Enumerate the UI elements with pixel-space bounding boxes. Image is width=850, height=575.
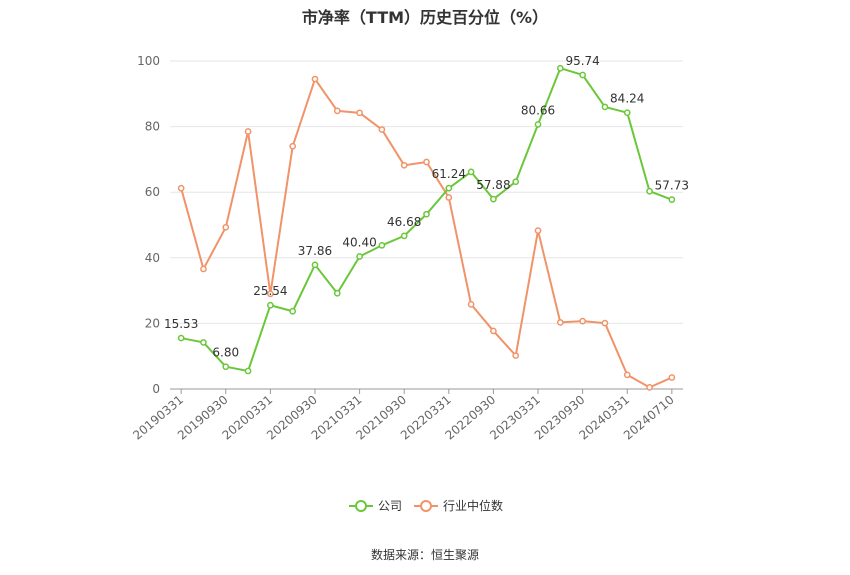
data-label: 57.73: [655, 179, 689, 193]
data-point: [423, 210, 430, 218]
series-line-0: [180, 67, 673, 372]
data-point: [400, 161, 408, 169]
data-point: [200, 265, 207, 273]
data-point: [556, 64, 564, 72]
data-label: 61.24: [432, 167, 466, 181]
data-point: [222, 363, 230, 371]
data-point: [400, 232, 408, 240]
data-point: [490, 195, 497, 203]
data-point: [534, 227, 542, 234]
data-point: [467, 168, 475, 176]
data-point: [267, 290, 274, 298]
data-point: [244, 128, 252, 135]
y-tick-label: 60: [145, 185, 160, 199]
data-label: 95.74: [565, 54, 599, 68]
data-point: [445, 194, 453, 201]
data-label: 6.80: [212, 346, 239, 360]
data-point: [378, 126, 386, 133]
data-point: [579, 71, 586, 79]
data-point: [623, 371, 631, 379]
data-label: 37.86: [298, 244, 332, 258]
data-label: 15.53: [164, 317, 198, 331]
data-point: [378, 241, 386, 249]
data-point: [267, 301, 274, 309]
data-point: [490, 327, 497, 335]
y-tick-label: 80: [145, 120, 160, 134]
data-point: [200, 339, 207, 346]
data-label: 80.66: [521, 103, 555, 117]
data-point: [646, 384, 653, 391]
data-point: [333, 289, 341, 297]
data-point: [289, 142, 297, 150]
data-label: 46.68: [387, 215, 421, 229]
y-tick-label: 100: [137, 54, 160, 68]
data-point: [512, 178, 520, 186]
legend-marker: [420, 500, 432, 512]
data-point: [467, 301, 475, 308]
data-point: [512, 352, 520, 359]
data-point: [222, 223, 230, 231]
data-point: [333, 107, 341, 115]
y-tick-label: 0: [152, 382, 160, 396]
data-source: 数据来源：恒生聚源: [370, 548, 479, 562]
data-point: [534, 121, 542, 128]
legend-label: 公司: [378, 499, 402, 513]
data-point: [601, 319, 609, 327]
data-point: [356, 253, 363, 260]
data-point: [579, 317, 586, 325]
y-tick-label: 20: [145, 316, 160, 330]
data-label: 25.54: [253, 284, 287, 298]
chart-title: 市净率（TTM）历史百分位（%）: [301, 8, 549, 27]
data-point: [311, 75, 319, 83]
data-point: [601, 103, 609, 111]
data-point: [623, 109, 631, 117]
data-point: [668, 196, 676, 203]
legend-label: 行业中位数: [443, 498, 503, 513]
data-point: [445, 184, 453, 192]
line-chart: 0204060801002019033120190930202003312020…: [130, 54, 689, 513]
data-point: [646, 187, 653, 195]
data-label: 57.88: [476, 178, 510, 192]
data-point: [668, 374, 676, 381]
data-point: [556, 319, 564, 326]
series-line-1: [180, 78, 673, 389]
data-point: [311, 261, 319, 269]
data-point: [177, 334, 185, 342]
data-point: [244, 367, 252, 375]
data-point: [177, 184, 185, 192]
data-label: 84.24: [610, 92, 644, 106]
data-point: [356, 109, 363, 117]
data-point: [289, 307, 297, 315]
legend-marker: [355, 500, 367, 512]
y-tick-label: 40: [145, 251, 160, 265]
data-point: [423, 158, 430, 166]
data-label: 40.40: [342, 235, 376, 249]
